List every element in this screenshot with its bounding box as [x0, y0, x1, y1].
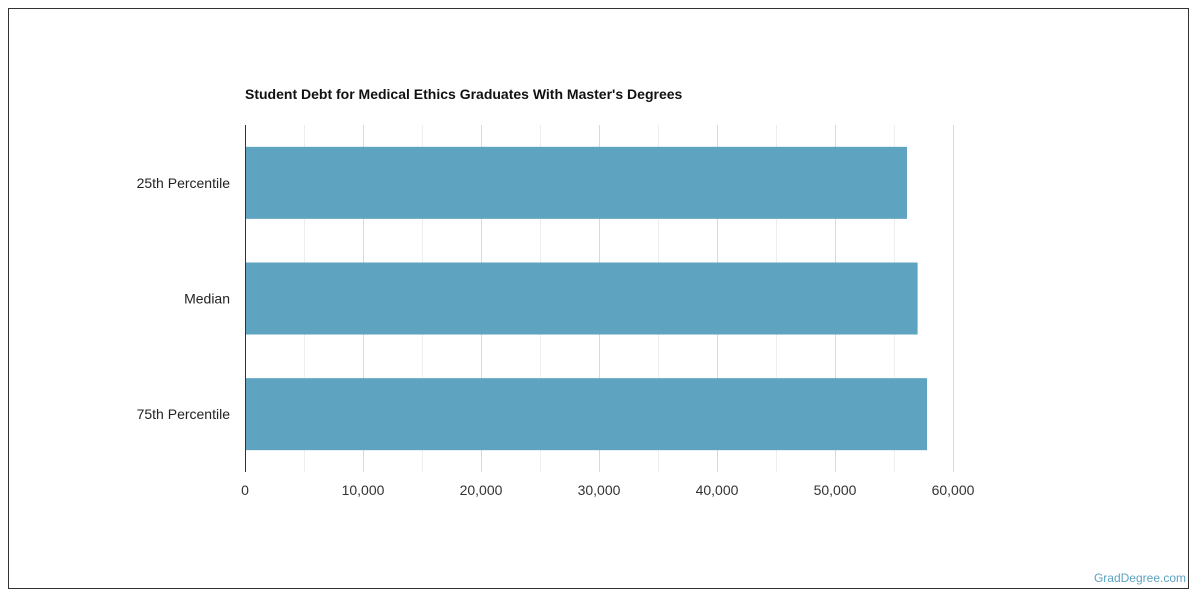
brand-link[interactable]: GradDegree.com — [1093, 571, 1186, 585]
chart-frame — [8, 8, 1189, 589]
x-tick-label: 50,000 — [814, 482, 857, 498]
x-tick-label: 0 — [241, 482, 249, 498]
x-tick-label: 60,000 — [932, 482, 975, 498]
bar-75th-percentile — [245, 378, 928, 451]
x-tick-label: 20,000 — [460, 482, 503, 498]
category-label: Median — [184, 291, 230, 307]
category-label: 75th Percentile — [137, 406, 231, 422]
x-tick-label: 40,000 — [696, 482, 739, 498]
bar-median — [245, 262, 918, 335]
category-label: 25th Percentile — [137, 175, 231, 191]
bar-25th-percentile — [245, 146, 907, 219]
chart-title: Student Debt for Medical Ethics Graduate… — [245, 86, 683, 102]
x-tick-label: 10,000 — [342, 482, 385, 498]
x-tick-label: 30,000 — [578, 482, 621, 498]
